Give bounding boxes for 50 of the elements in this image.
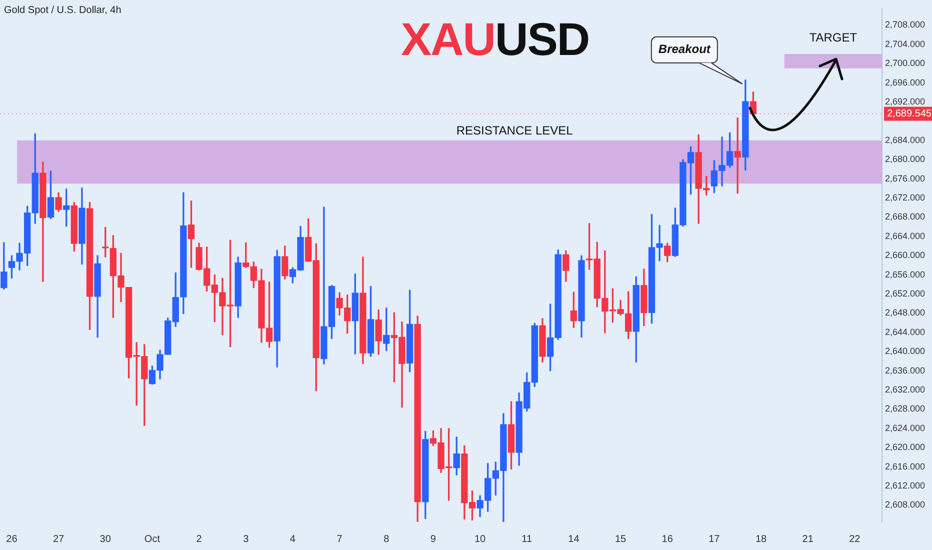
x-tick-label: 8 xyxy=(384,534,390,545)
x-tick-label: 15 xyxy=(614,534,627,545)
y-tick-label: 2,668.000 xyxy=(885,212,926,222)
y-tick-label: 2,616.000 xyxy=(885,461,926,472)
y-tick-label: 2,620.000 xyxy=(885,442,926,452)
y-tick-label: 2,648.000 xyxy=(885,308,926,318)
y-tick-label: 2,704.000 xyxy=(885,38,926,49)
x-tick-label: 27 xyxy=(52,534,65,545)
y-tick-label: 2,640.000 xyxy=(885,346,926,356)
x-tick-label: 18 xyxy=(755,534,768,545)
x-tick-label: 26 xyxy=(6,534,18,545)
y-tick-label: 2,692.000 xyxy=(885,96,926,106)
x-tick-label: 16 xyxy=(662,534,674,545)
x-tick-label: 2 xyxy=(196,534,202,545)
y-tick-label: 2,608.000 xyxy=(885,500,926,510)
y-tick-label: 2,708.000 xyxy=(885,20,926,30)
y-tick-label: 2,632.000 xyxy=(885,384,926,394)
x-tick-label: 10 xyxy=(474,534,486,545)
y-tick-label: 2,612.000 xyxy=(885,480,926,490)
ref-line-label: 2,689.545 xyxy=(887,108,932,120)
x-tick-label: 30 xyxy=(100,534,112,545)
y-tick-label: 2,652.000 xyxy=(885,288,926,298)
x-tick-label: 21 xyxy=(802,534,814,545)
y-tick-label: 2,664.000 xyxy=(885,230,926,241)
x-tick-label: 22 xyxy=(849,534,861,545)
chart-subtitle: Gold Spot / U.S. Dollar, 4h xyxy=(4,5,122,16)
y-tick-label: 2,628.000 xyxy=(885,404,926,414)
y-tick-label: 2,672.000 xyxy=(885,192,926,202)
x-tick-label: 9 xyxy=(430,534,436,545)
y-tick-label: 2,624.000 xyxy=(885,422,926,433)
y-tick-label: 2,680.000 xyxy=(885,154,926,164)
x-tick-label: 3 xyxy=(243,534,250,545)
x-tick-label: 14 xyxy=(568,534,580,545)
x-tick-label: 17 xyxy=(708,534,720,545)
x-tick-label: 7 xyxy=(336,534,343,545)
annotation: Breakout xyxy=(658,42,712,56)
chart-title: XAUUSD xyxy=(400,13,590,65)
y-tick-label: 2,656.000 xyxy=(885,269,926,280)
band-label: RESISTANCE LEVEL xyxy=(456,124,574,138)
y-tick-label: 2,684.000 xyxy=(885,134,926,145)
x-tick-label: Oct xyxy=(144,534,160,545)
x-tick-label: 4 xyxy=(290,534,296,545)
y-tick-label: 2,644.000 xyxy=(885,326,926,337)
band-label: TARGET xyxy=(809,30,858,44)
y-tick-label: 2,676.000 xyxy=(885,173,926,184)
y-tick-label: 2,660.000 xyxy=(885,250,926,260)
y-tick-label: 2,700.000 xyxy=(885,58,926,68)
x-tick-label: 11 xyxy=(522,534,532,545)
y-tick-label: 2,696.000 xyxy=(885,77,926,88)
y-tick-label: 2,636.000 xyxy=(885,365,926,376)
